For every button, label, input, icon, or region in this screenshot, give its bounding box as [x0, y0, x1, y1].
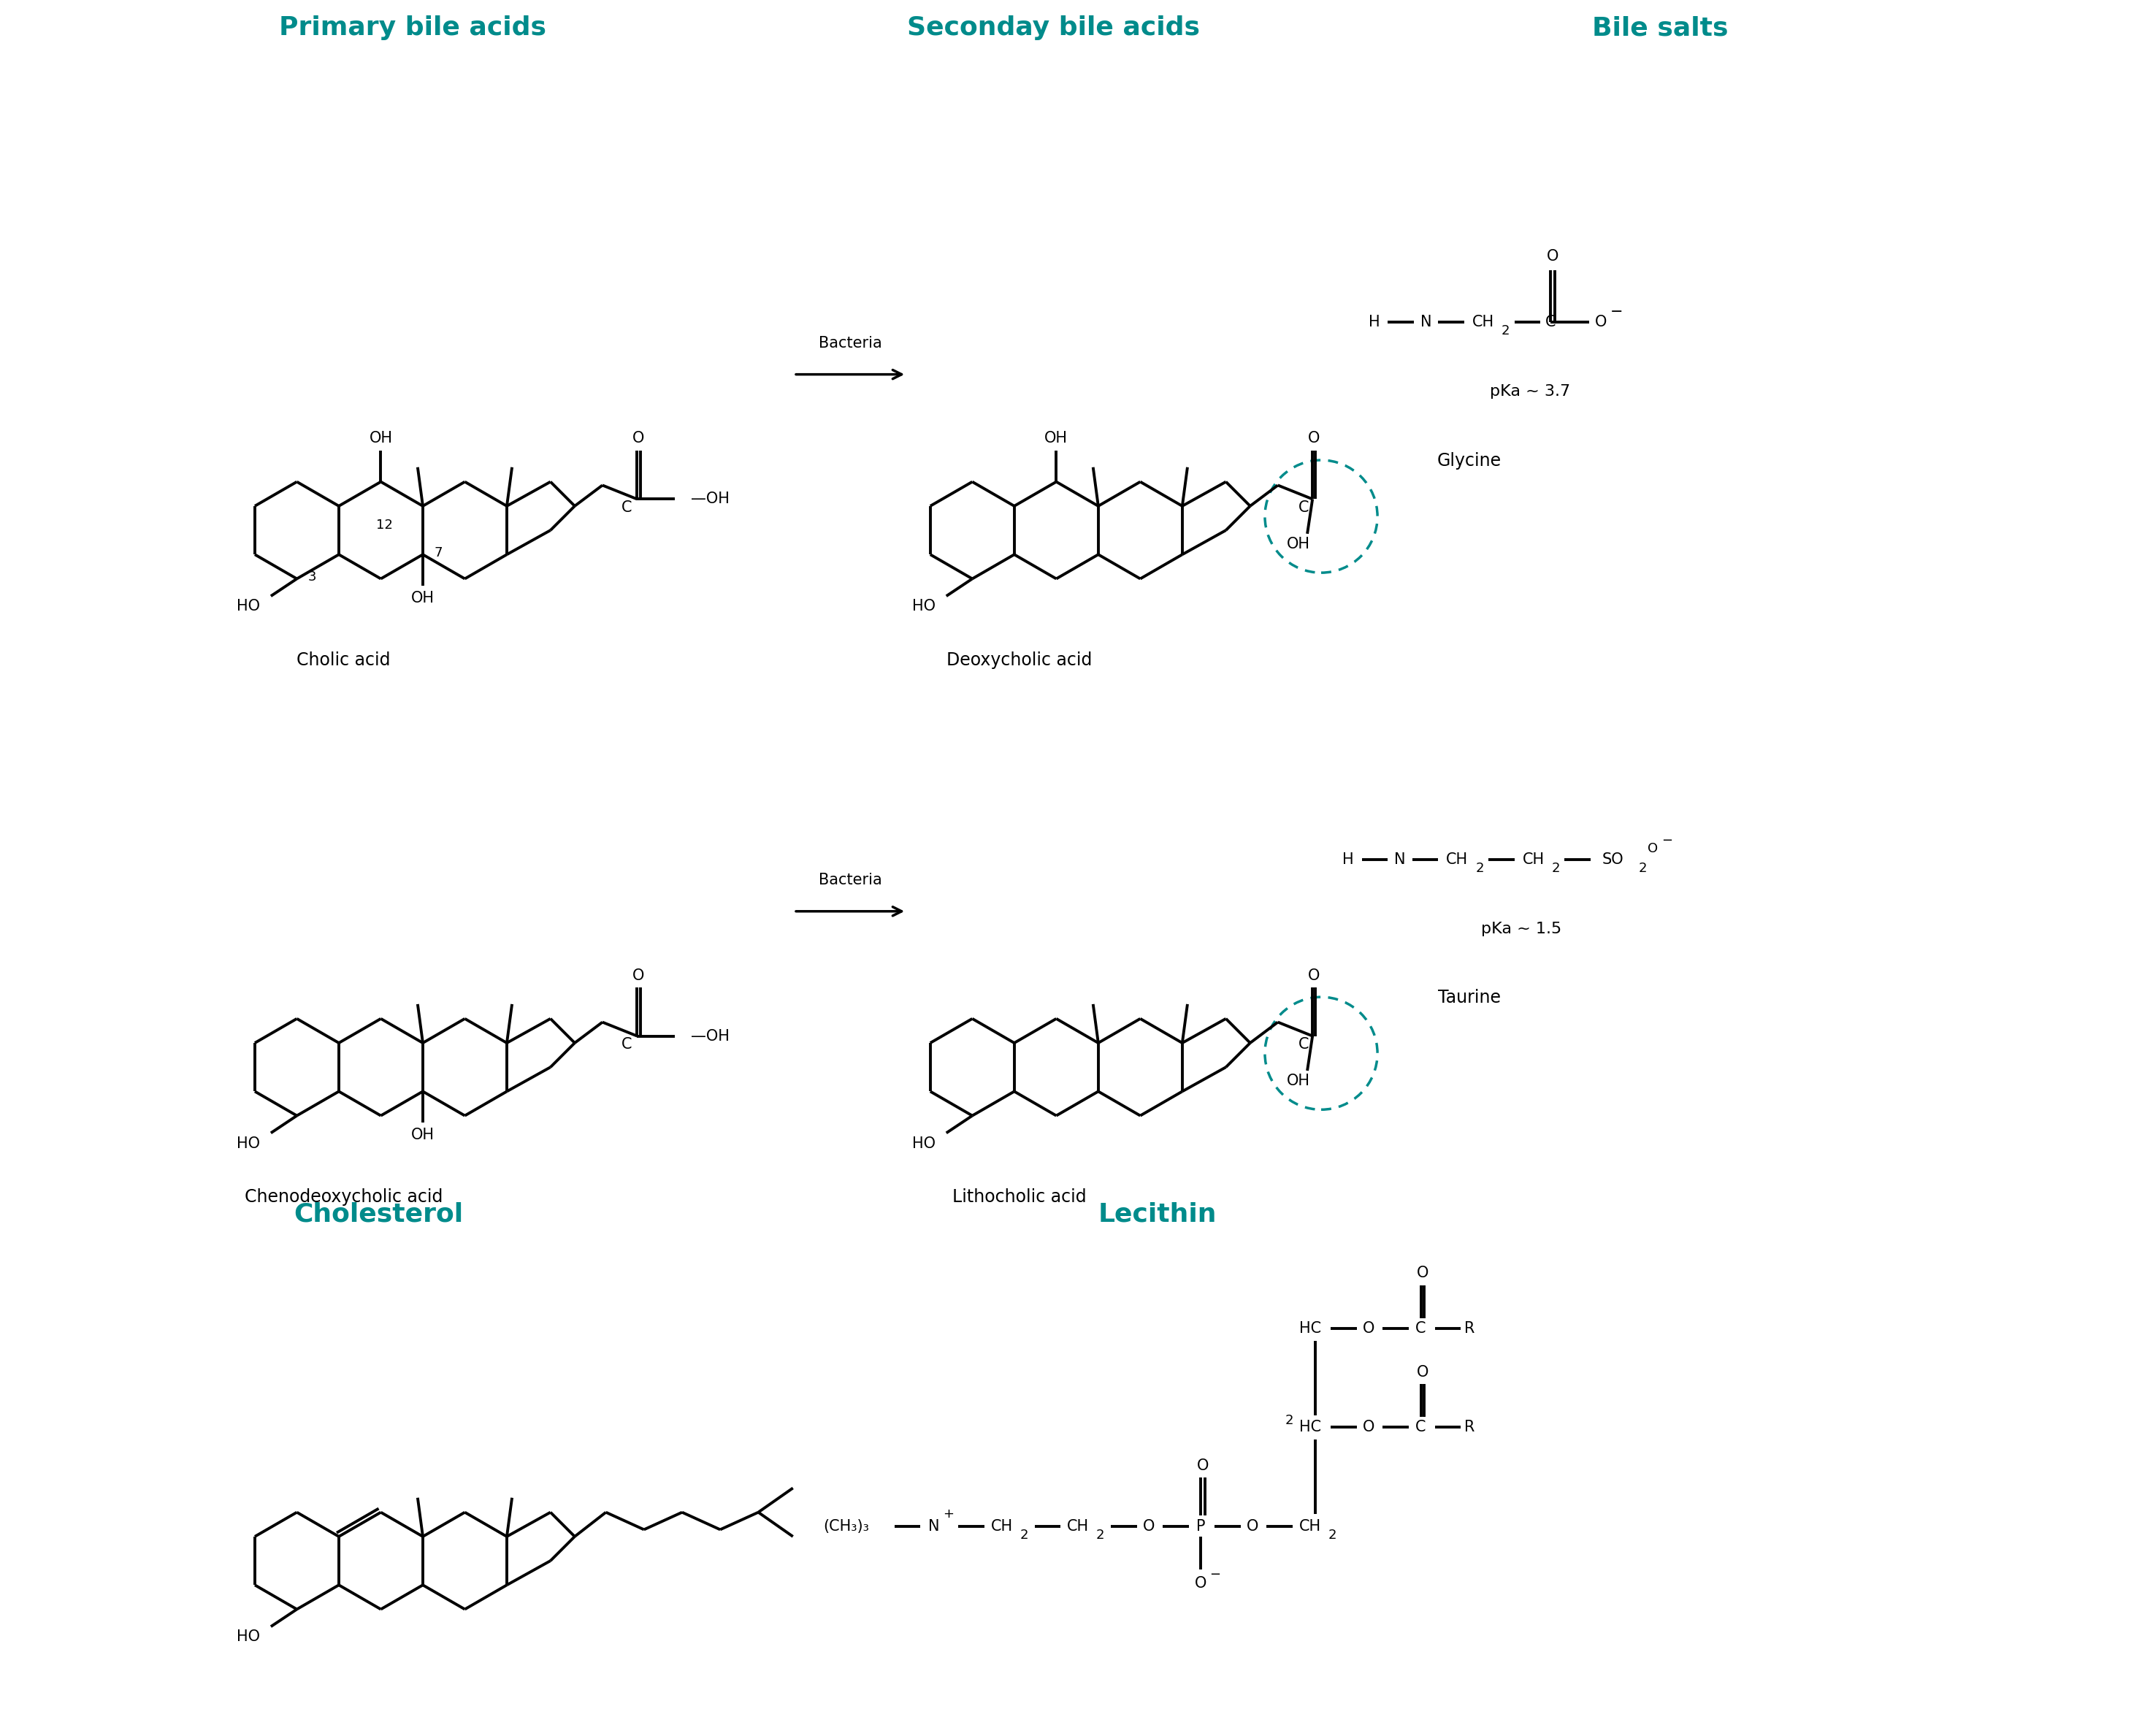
Text: HO: HO [912, 1135, 936, 1151]
Text: pKa ~ 3.7: pKa ~ 3.7 [1489, 384, 1570, 399]
Text: 2: 2 [1551, 861, 1559, 875]
Text: H: H [1369, 316, 1379, 330]
Text: Bile salts: Bile salts [1592, 16, 1729, 40]
Text: Bacteria: Bacteria [818, 873, 883, 887]
Text: SO: SO [1602, 852, 1624, 866]
Text: OH: OH [1045, 431, 1069, 446]
Text: Deoxycholic acid: Deoxycholic acid [947, 651, 1092, 668]
Text: −: − [1662, 833, 1673, 847]
Text: +: + [942, 1507, 953, 1521]
Text: O: O [1197, 1458, 1208, 1472]
Text: O: O [1144, 1519, 1155, 1533]
Text: 2: 2 [1285, 1413, 1294, 1427]
Text: CH: CH [1523, 852, 1544, 866]
Text: CH: CH [1446, 852, 1467, 866]
Text: O: O [1547, 250, 1559, 264]
Text: HO: HO [912, 599, 936, 615]
Text: Lecithin: Lecithin [1099, 1201, 1217, 1227]
Text: C: C [621, 1038, 632, 1052]
Text: P: P [1197, 1519, 1206, 1533]
Text: HO: HO [236, 1135, 259, 1151]
Text: Primary bile acids: Primary bile acids [278, 16, 546, 40]
Text: pKa ~ 1.5: pKa ~ 1.5 [1480, 922, 1562, 936]
Text: 2: 2 [1328, 1528, 1337, 1542]
Text: HC: HC [1298, 1321, 1322, 1337]
Text: 2: 2 [1639, 861, 1647, 875]
Text: HC: HC [1298, 1420, 1322, 1434]
Text: —OH: —OH [690, 491, 730, 507]
Text: O: O [1247, 1519, 1259, 1533]
Text: 12: 12 [377, 519, 392, 531]
Text: R: R [1465, 1420, 1474, 1434]
Text: OH: OH [411, 590, 435, 606]
Text: (CH₃)₃: (CH₃)₃ [823, 1519, 870, 1533]
Text: CH: CH [1298, 1519, 1322, 1533]
Text: O: O [632, 969, 645, 983]
Text: H: H [1343, 852, 1354, 866]
Text: O: O [1309, 431, 1319, 446]
Text: C: C [621, 500, 632, 516]
Text: Glycine: Glycine [1437, 453, 1502, 470]
Text: —OH: —OH [690, 1029, 730, 1043]
Text: Chenodeoxycholic acid: Chenodeoxycholic acid [244, 1189, 443, 1207]
Text: Cholesterol: Cholesterol [293, 1201, 463, 1227]
Text: Cholic acid: Cholic acid [298, 651, 390, 668]
Text: C: C [1298, 1038, 1309, 1052]
Text: O: O [1647, 842, 1658, 856]
Text: O: O [1416, 1266, 1429, 1281]
Text: −: − [1611, 306, 1624, 319]
Text: N: N [927, 1519, 940, 1533]
Text: HO: HO [236, 599, 259, 615]
Text: C: C [1416, 1420, 1427, 1434]
Text: Taurine: Taurine [1437, 990, 1502, 1007]
Text: OH: OH [1287, 536, 1311, 552]
Text: C: C [1298, 500, 1309, 516]
Text: Seconday bile acids: Seconday bile acids [908, 16, 1200, 40]
Text: CH: CH [992, 1519, 1013, 1533]
Text: 2: 2 [1097, 1528, 1105, 1542]
Text: C: C [1416, 1321, 1427, 1337]
Text: OH: OH [1287, 1075, 1311, 1088]
Text: N: N [1420, 316, 1431, 330]
Text: 2: 2 [1476, 861, 1484, 875]
Text: O: O [1362, 1420, 1375, 1434]
Text: O: O [1309, 969, 1319, 983]
Text: OH: OH [411, 1127, 435, 1142]
Text: −: − [1210, 1568, 1221, 1581]
Text: CH: CH [1472, 316, 1495, 330]
Text: OH: OH [368, 431, 392, 446]
Text: 7: 7 [435, 547, 443, 559]
Text: O: O [1596, 316, 1606, 330]
Text: 2: 2 [1020, 1528, 1028, 1542]
Text: CH: CH [1067, 1519, 1088, 1533]
Text: O: O [1195, 1576, 1206, 1590]
Text: R: R [1465, 1321, 1474, 1337]
Text: HO: HO [236, 1630, 259, 1644]
Text: C: C [1544, 316, 1555, 330]
Text: O: O [1362, 1321, 1375, 1337]
Text: O: O [1416, 1364, 1429, 1380]
Text: O: O [632, 431, 645, 446]
Text: 3: 3 [308, 571, 317, 583]
Text: 2: 2 [1502, 325, 1510, 339]
Text: Bacteria: Bacteria [818, 337, 883, 351]
Text: Lithocholic acid: Lithocholic acid [951, 1189, 1086, 1207]
Text: N: N [1394, 852, 1405, 866]
